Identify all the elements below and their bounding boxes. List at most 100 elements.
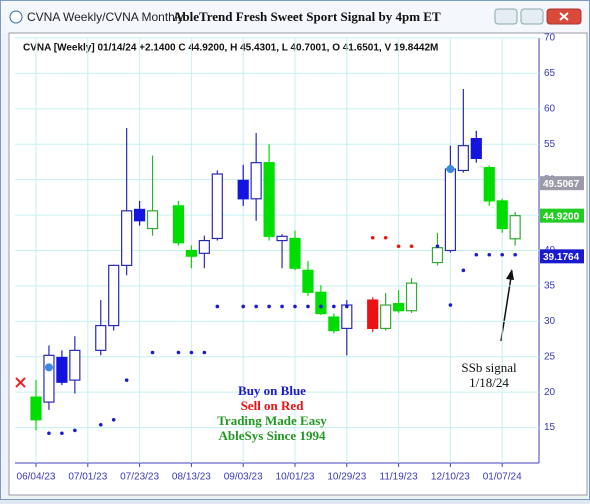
ohlc-header: CVNA [Weekly] 01/14/24 +2.1400 C 44.9200…: [23, 43, 438, 54]
candle-body: [211, 173, 223, 240]
price-tag: [540, 176, 584, 191]
stop-dot: [254, 304, 258, 309]
x-tick-label: 08/13/23: [172, 472, 211, 483]
candle-body: [315, 291, 327, 315]
candle-body: [276, 235, 288, 242]
stop-dot: [202, 350, 207, 355]
candle-body: [483, 167, 495, 202]
candle-body: [121, 210, 133, 266]
candle-body: [185, 249, 197, 257]
candle-body: [198, 239, 210, 254]
stop-dot: [383, 235, 388, 240]
legend-line: Sell on Red: [241, 398, 305, 413]
candle-body: [405, 282, 418, 312]
x-tick-label: 06/04/23: [17, 472, 56, 483]
app-icon: [9, 10, 23, 24]
stop-dot: [280, 304, 284, 309]
candle-body: [146, 210, 159, 230]
stop-dot: [487, 252, 492, 257]
stop-dot: [111, 417, 116, 422]
price-tag: [540, 249, 584, 264]
stop-dot: [306, 304, 310, 309]
annotation: SSb signal: [461, 360, 517, 375]
legend-line: AbleSys Since 1994: [219, 428, 326, 443]
candle-body: [302, 269, 314, 293]
stop-dot: [267, 304, 271, 309]
candle-body: [367, 299, 379, 330]
candle-body: [263, 162, 275, 237]
y-tick-label: 60: [544, 103, 556, 114]
candle-body: [237, 179, 249, 200]
x-tick-label: 07/01/23: [68, 472, 107, 483]
stop-dot: [189, 350, 194, 355]
stop-dot: [73, 428, 77, 433]
candle-body: [43, 354, 55, 403]
legend-line: Trading Made Easy: [217, 413, 327, 428]
stop-dot: [474, 252, 479, 257]
x-tick-label: 11/19/23: [380, 472, 419, 483]
y-tick-label: 70: [544, 33, 556, 44]
title-bar: [1, 1, 589, 33]
price-tag-label: 44.9200: [543, 211, 580, 222]
candle-body: [69, 349, 81, 381]
y-tick-label: 55: [544, 139, 556, 150]
maximize-button[interactable]: [520, 8, 544, 25]
price-tag: [540, 208, 584, 223]
y-tick-label: 25: [544, 351, 556, 362]
candle-body: [393, 303, 405, 312]
minimize-button[interactable]: [494, 8, 518, 25]
stop-dot: [332, 304, 336, 309]
stop-dot: [150, 350, 155, 355]
annotation: 1/18/24: [469, 375, 509, 390]
candle-body: [341, 304, 353, 330]
stop-dot: [435, 244, 440, 249]
stop-dot: [215, 304, 220, 309]
stop-dot: [461, 268, 466, 273]
x-tick-label: 07/23/23: [120, 472, 159, 483]
candle-body: [289, 237, 301, 269]
candle-body: [328, 316, 340, 332]
stop-dot: [293, 304, 297, 309]
window-buttons: [494, 8, 582, 25]
stop-dot: [47, 431, 51, 436]
chart-title: AbleTrend Fresh Sweet Sport Signal by 4p…: [173, 9, 441, 24]
candle-body: [250, 162, 262, 200]
candle-body: [30, 396, 42, 421]
stop-dot: [370, 235, 375, 240]
candle-body: [95, 324, 107, 351]
price-tag-label: 39.1764: [543, 252, 580, 263]
y-tick-label: 15: [544, 422, 556, 433]
arrow-head: [506, 269, 514, 280]
candle-body: [56, 356, 68, 383]
y-tick-label: 35: [544, 281, 556, 292]
x-tick-label: 12/10/23: [431, 472, 470, 483]
stop-dot: [448, 303, 453, 307]
stop-dot: [513, 252, 517, 257]
stop-dot: [98, 422, 103, 427]
stop-dot: [319, 304, 323, 309]
stop-dot: [396, 244, 401, 249]
signal-cross: [15, 377, 26, 388]
candle-body: [172, 205, 185, 244]
x-tick-label: 09/03/23: [224, 472, 263, 483]
legend-line: Buy on Blue: [238, 383, 306, 398]
annotation-arrow: [500, 270, 513, 342]
stop-dot: [176, 350, 181, 355]
signal-dot: [44, 363, 53, 372]
candle-body: [380, 304, 392, 330]
candle-body: [134, 208, 146, 222]
signal-dot: [446, 165, 455, 174]
price-tag-label: 49.5067: [543, 179, 580, 190]
stop-dot: [241, 304, 245, 309]
stop-dot: [500, 252, 505, 257]
y-tick-label: 30: [544, 316, 556, 327]
stop-dot: [345, 304, 349, 309]
candle-body: [108, 264, 120, 327]
x-tick-label: 01/07/24: [483, 472, 522, 483]
x-tick-label: 10/29/23: [327, 472, 366, 483]
y-tick-label: 65: [544, 68, 556, 79]
stop-dot: [409, 244, 414, 249]
x-tick-label: 10/01/23: [276, 472, 315, 483]
candle-body: [470, 137, 482, 160]
